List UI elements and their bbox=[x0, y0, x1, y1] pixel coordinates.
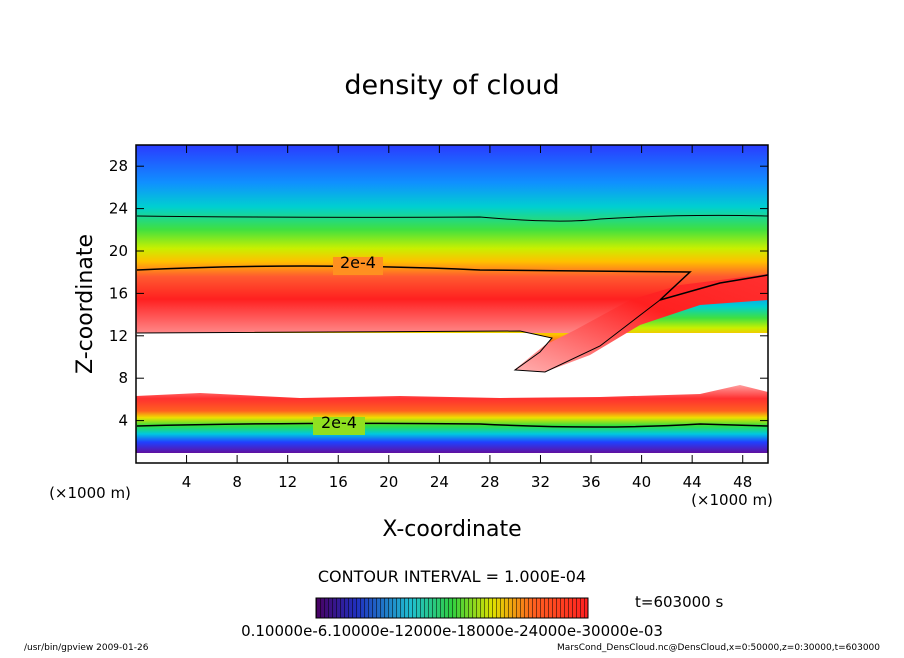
y-tick-label: 4 bbox=[118, 412, 128, 430]
x-tick-label: 8 bbox=[232, 473, 242, 491]
y-unit: (×1000 m) bbox=[49, 484, 131, 502]
y-tick-label: 24 bbox=[109, 200, 128, 218]
x-tick-label: 12 bbox=[278, 473, 297, 491]
colorbar bbox=[315, 597, 589, 619]
x-tick-label: 36 bbox=[581, 473, 600, 491]
contour-label: 2e-4 bbox=[321, 413, 357, 432]
y-tick-label: 28 bbox=[109, 157, 128, 175]
x-tick-label: 20 bbox=[379, 473, 398, 491]
y-tick-label: 16 bbox=[109, 284, 128, 302]
x-tick-label: 44 bbox=[683, 473, 702, 491]
time-label: t=603000 s bbox=[635, 593, 723, 611]
x-axis-label: X-coordinate bbox=[382, 517, 521, 542]
y-axis-label: Z-coordinate bbox=[73, 234, 98, 374]
footer-left: /usr/bin/gpview 2009-01-26 bbox=[24, 643, 149, 653]
contour-field bbox=[135, 144, 769, 464]
colorbar-label: 0.10000e-6.10000e-12000e-18000e-24000e-3… bbox=[241, 622, 663, 640]
contour-label: 2e-4 bbox=[340, 253, 376, 272]
x-tick-label: 32 bbox=[531, 473, 550, 491]
footer-right: MarsCond_DensCloud.nc@DensCloud,x=0:5000… bbox=[557, 643, 880, 653]
y-tick-label: 20 bbox=[109, 242, 128, 260]
x-unit: (×1000 m) bbox=[691, 491, 773, 509]
contour-interval: CONTOUR INTERVAL = 1.000E-04 bbox=[318, 567, 586, 586]
x-tick-label: 40 bbox=[632, 473, 651, 491]
y-tick-label: 12 bbox=[109, 327, 128, 345]
chart-title: density of cloud bbox=[344, 70, 559, 101]
x-tick-label: 4 bbox=[182, 473, 192, 491]
x-tick-label: 48 bbox=[733, 473, 752, 491]
y-tick-label: 8 bbox=[118, 369, 128, 387]
x-tick-label: 16 bbox=[329, 473, 348, 491]
x-tick-label: 24 bbox=[430, 473, 449, 491]
x-tick-label: 28 bbox=[480, 473, 499, 491]
